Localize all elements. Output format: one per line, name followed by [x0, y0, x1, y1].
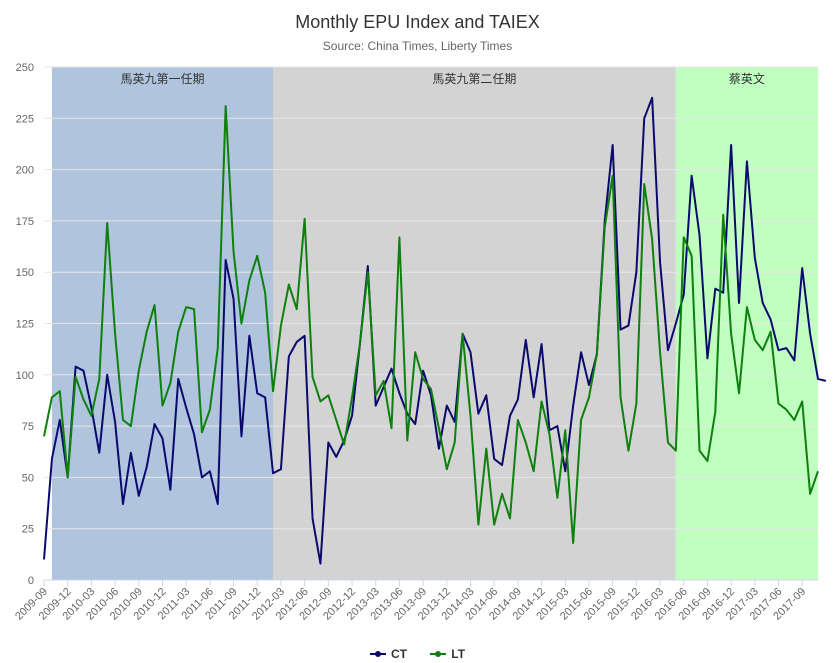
chart-title: Monthly EPU Index and TAIEX — [295, 12, 540, 32]
series-line-lt — [43, 104, 819, 545]
y-tick-label: 225 — [16, 113, 34, 125]
plot-band-label-2: 馬英九第二任期 — [432, 72, 516, 86]
y-tick-label: 50 — [22, 472, 34, 484]
y-tick-label: 150 — [16, 267, 34, 279]
legend: CT LT — [0, 644, 835, 661]
legend-swatch-ct — [369, 651, 386, 657]
legend-label-lt: LT — [451, 647, 466, 661]
y-tick-label: 0 — [28, 575, 34, 587]
legend-label-ct: CT — [390, 647, 407, 661]
plot-band-label-1: 馬英九第一任期 — [120, 72, 204, 86]
legend-item-lt[interactable]: LT — [430, 647, 465, 661]
y-tick-label: 100 — [16, 370, 34, 382]
chart-subtitle: Source: China Times, Liberty Times — [322, 39, 513, 53]
y-tick-label: 75 — [22, 421, 34, 433]
y-tick-label: 200 — [16, 165, 34, 177]
plot-band-label-3: 蔡英文 — [729, 71, 765, 86]
y-tick-label: 175 — [16, 216, 34, 228]
series-line-ct — [43, 96, 827, 565]
y-tick-label: 250 — [16, 62, 34, 74]
legend-item-ct[interactable]: CT — [369, 647, 407, 661]
y-tick-label: 125 — [16, 319, 34, 331]
legend-swatch-lt — [430, 651, 447, 657]
y-tick-label: 25 — [22, 524, 34, 536]
